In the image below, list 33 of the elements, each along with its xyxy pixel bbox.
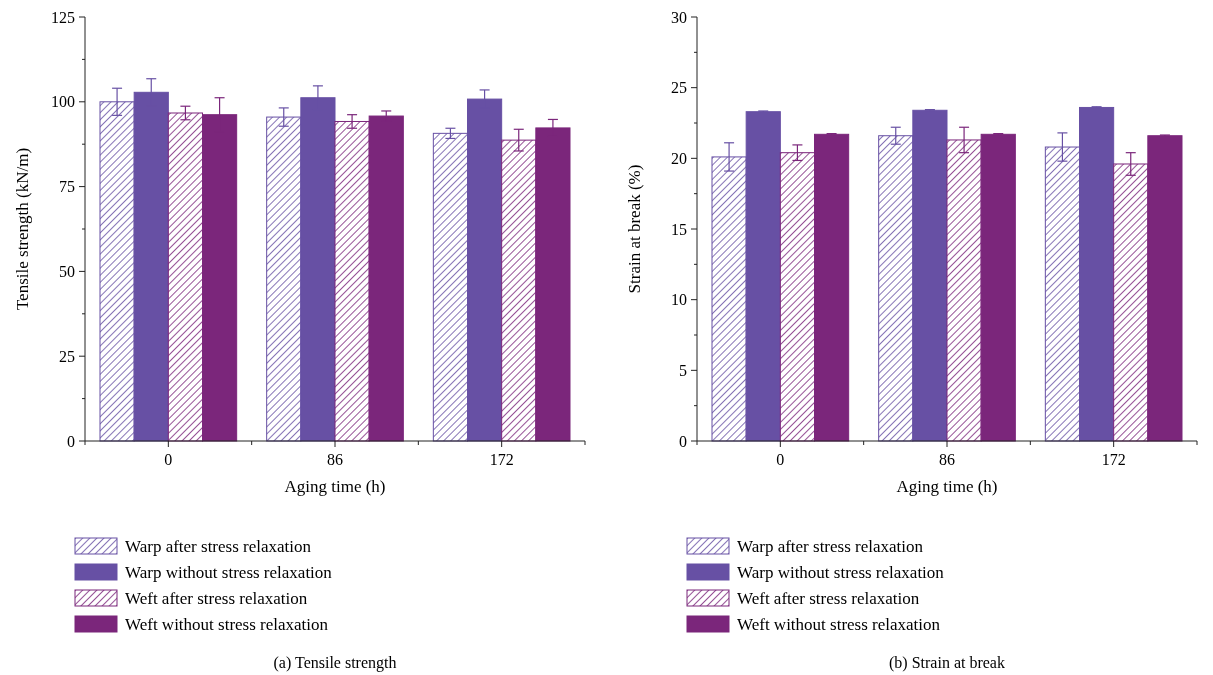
- x-tick-label: 172: [1101, 451, 1126, 468]
- y-tick-label: 0: [67, 432, 75, 450]
- y-tick-label: 125: [51, 8, 75, 26]
- legend-label: Warp after stress relaxation: [125, 536, 312, 556]
- legend-label: Weft after stress relaxation: [125, 588, 308, 608]
- y-tick-label: 5: [679, 361, 687, 379]
- legend-label: Weft after stress relaxation: [737, 588, 920, 608]
- y-tick-label: 75: [59, 178, 75, 196]
- y-tick-label: 50: [59, 263, 75, 280]
- y-tick-label: 25: [671, 79, 687, 97]
- text: (a) Tensile strength: [273, 654, 397, 672]
- text: (b) Strain at break: [889, 654, 1005, 672]
- x-tick-label: 86: [939, 451, 955, 468]
- legend-label: Weft without stress relaxation: [125, 614, 329, 634]
- x-tick-label: 0: [164, 451, 173, 468]
- legend-label: Warp without stress relaxation: [125, 562, 333, 582]
- y-axis-title: Strain at break (%): [625, 164, 644, 294]
- legend-label: Weft without stress relaxation: [737, 614, 941, 634]
- legend-label: Warp without stress relaxation: [737, 562, 945, 582]
- y-tick-label: 30: [671, 8, 687, 26]
- legend-label: Warp after stress relaxation: [737, 536, 924, 556]
- y-tick-label: 20: [671, 149, 687, 167]
- y-tick-label: 10: [671, 291, 687, 309]
- x-tick-label: 86: [327, 451, 343, 468]
- y-axis-title: Tensile strength (kN/m): [13, 147, 32, 311]
- x-axis-title: Aging time (h): [896, 477, 998, 496]
- x-tick-label: 0: [776, 451, 785, 468]
- y-tick-label: 15: [671, 220, 687, 238]
- x-tick-label: 172: [489, 451, 514, 468]
- y-tick-label: 100: [51, 93, 75, 111]
- x-axis-title: Aging time (h): [284, 477, 386, 496]
- y-tick-label: 25: [59, 347, 75, 365]
- y-tick-label: 0: [679, 432, 687, 450]
